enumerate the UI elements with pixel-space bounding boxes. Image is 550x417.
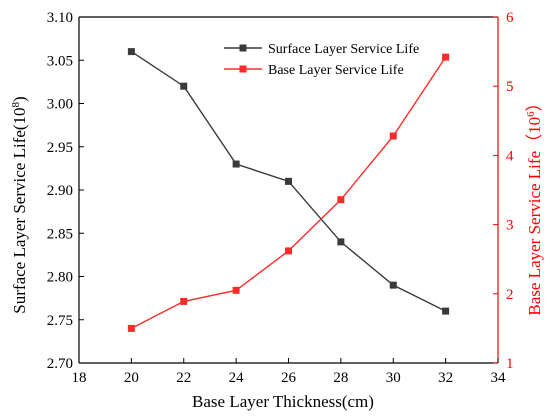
data-point-marker	[232, 286, 240, 294]
data-point-marker	[285, 177, 292, 185]
data-point-marker	[442, 53, 450, 61]
data-point-marker	[232, 160, 240, 168]
series-layer	[127, 48, 450, 332]
right-y-tick-label: 6	[506, 10, 514, 26]
data-point-marker	[180, 82, 188, 90]
data-point-marker	[285, 247, 292, 255]
left-y-tick-label: 2.80	[47, 270, 73, 286]
x-tick-label: 22	[176, 370, 191, 386]
right-y-axis-title: Base Layer Service Life（106）	[525, 94, 544, 315]
data-point-marker	[389, 132, 397, 140]
x-tick-label: 28	[333, 370, 348, 386]
right-y-axis-title-text: Base Layer Service Life（	[525, 134, 544, 316]
series-surface-layer	[127, 48, 450, 315]
left-y-axis-title: Surface Layer Service Life(108)	[10, 96, 29, 313]
x-axis-title: Base Layer Thickness(cm)	[192, 392, 374, 411]
legend: Surface Layer Service Life Base Layer Ser…	[224, 42, 419, 78]
x-tick-label: 32	[438, 370, 453, 386]
left-y-tick-label: 3.10	[47, 10, 73, 26]
x-tick-label: 18	[72, 370, 87, 386]
legend-marker	[239, 65, 247, 73]
x-tick-label: 26	[281, 370, 297, 386]
left-y-tick-label: 2.90	[47, 183, 73, 199]
left-y-tick-label: 2.75	[47, 313, 73, 329]
data-point-marker	[180, 297, 188, 305]
legend-marker	[239, 44, 247, 52]
data-point-marker	[127, 324, 135, 332]
right-y-tick-label: 1	[506, 356, 514, 372]
right-y-axis-title-base: 10	[525, 117, 544, 134]
right-y-tick-label: 3	[506, 218, 514, 234]
right-y-tick-label: 4	[506, 148, 514, 164]
left-y-axis-title-text: Surface Layer Service Life(	[10, 124, 29, 314]
data-point-marker	[337, 238, 345, 246]
left-y-tick-label: 2.70	[47, 356, 73, 372]
right-y-axis-title-exponent: 6	[525, 111, 537, 117]
data-point-marker	[337, 196, 345, 204]
data-point-marker	[127, 48, 135, 56]
left-y-axis-title-close: )	[10, 96, 29, 102]
x-tick-label: 30	[386, 370, 401, 386]
axes: 18 20 22 24 26 28 30 32 342.702.752.802.852.902.…	[47, 10, 514, 386]
legend-label: Base Layer Service Life	[268, 63, 404, 78]
right-y-axis-title-close: ）	[525, 94, 544, 111]
right-y-tick-label: 5	[506, 79, 514, 95]
right-y-tick-label: 2	[506, 287, 514, 303]
left-y-tick-label: 2.85	[47, 226, 73, 242]
series-base-layer	[127, 53, 450, 332]
left-y-axis-title-exponent: 8	[10, 101, 22, 107]
data-point-marker	[389, 281, 397, 289]
x-tick-label: 24	[229, 370, 245, 386]
left-y-axis-title-base: 10	[10, 107, 29, 124]
left-y-tick-label: 2.95	[47, 140, 73, 156]
legend-label: Surface Layer Service Life	[268, 42, 419, 57]
x-tick-label: 20	[124, 370, 139, 386]
left-y-tick-label: 3.05	[47, 53, 73, 69]
data-point-marker	[442, 307, 450, 315]
left-y-tick-label: 3.00	[47, 97, 73, 113]
x-tick-label: 34	[491, 370, 507, 386]
